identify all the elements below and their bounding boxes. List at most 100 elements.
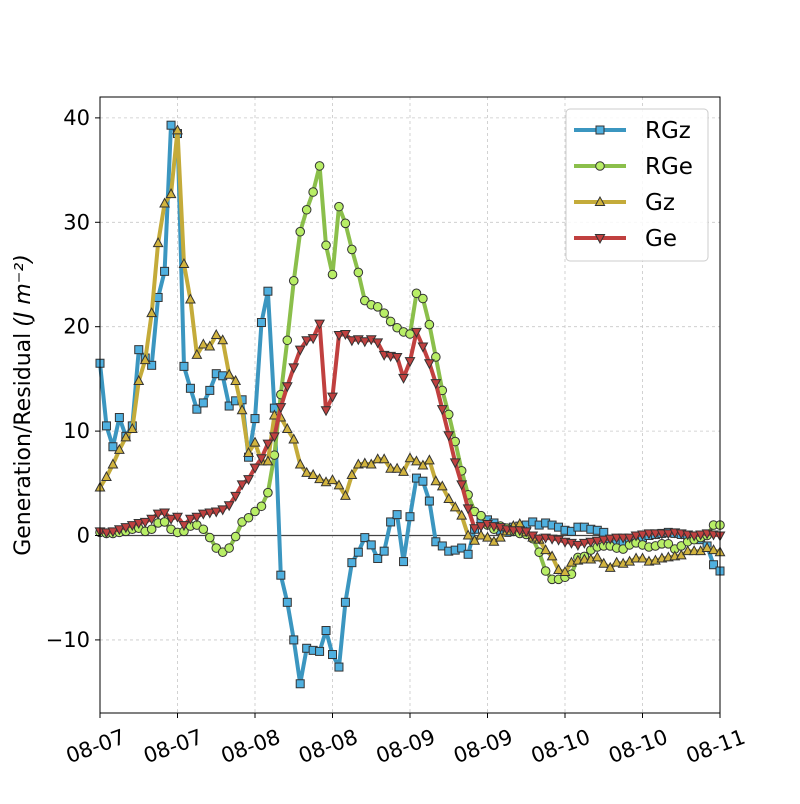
point-Ge-54 bbox=[443, 431, 455, 442]
point-Gz-47 bbox=[398, 465, 409, 476]
point-RGz-37 bbox=[334, 662, 344, 672]
point-RGz-20 bbox=[224, 401, 234, 411]
point-Ge-51 bbox=[423, 359, 435, 370]
point-Ge-84 bbox=[637, 530, 648, 541]
point-Gz-39 bbox=[346, 468, 358, 479]
point-RGe-23 bbox=[243, 512, 254, 523]
point-Ge-53 bbox=[436, 405, 448, 416]
point-Ge-30 bbox=[288, 363, 300, 374]
point-Ge-9 bbox=[152, 509, 164, 520]
point-Gz-70 bbox=[546, 550, 558, 561]
point-Ge-46 bbox=[391, 352, 403, 364]
point-Ge-80 bbox=[611, 533, 623, 544]
point-Ge-4 bbox=[120, 523, 132, 534]
point-RGz-39 bbox=[347, 558, 357, 568]
point-Ge-16 bbox=[197, 509, 209, 520]
y-tick-label-3: 20 bbox=[63, 315, 90, 339]
point-Gz-20 bbox=[223, 368, 235, 379]
point-RGe-40 bbox=[353, 267, 364, 278]
point-Ge-21 bbox=[230, 491, 242, 502]
point-RGe-25 bbox=[256, 501, 267, 512]
point-Gz-58 bbox=[469, 534, 481, 545]
point-Gz-19 bbox=[217, 334, 229, 345]
point-Gz-24 bbox=[249, 436, 261, 447]
point-Gz-84 bbox=[637, 552, 648, 563]
point-RGe-50 bbox=[418, 293, 428, 304]
y-tick-label-2: 10 bbox=[63, 419, 90, 443]
point-Ge-28 bbox=[275, 403, 287, 414]
point-RGz-57 bbox=[463, 549, 473, 559]
y-axis-label-text: Generation/Residual bbox=[11, 333, 36, 556]
point-Gz-29 bbox=[281, 422, 293, 434]
legend-box bbox=[565, 108, 709, 262]
point-Gz-51 bbox=[423, 454, 435, 465]
point-Gz-54 bbox=[443, 492, 455, 503]
point-Gz-56 bbox=[456, 509, 468, 520]
point-Ge-35 bbox=[320, 406, 332, 417]
point-Ge-27 bbox=[268, 432, 280, 443]
point-Gz-36 bbox=[327, 474, 338, 485]
point-Ge-13 bbox=[178, 521, 190, 532]
point-RGz-28 bbox=[276, 570, 286, 580]
point-Gz-37 bbox=[333, 479, 345, 490]
point-Gz-7 bbox=[139, 354, 151, 365]
point-Ge-26 bbox=[262, 439, 274, 450]
point-Ge-56 bbox=[456, 480, 468, 491]
point-RGz-6 bbox=[134, 345, 144, 355]
point-Ge-88 bbox=[662, 529, 674, 540]
point-RGz-13 bbox=[179, 361, 189, 371]
point-Ge-78 bbox=[598, 535, 610, 546]
point-RGe-43 bbox=[372, 302, 383, 312]
point-RGe-32 bbox=[301, 204, 312, 215]
point-Gz-78 bbox=[598, 557, 610, 568]
x-tick-label-1: 08-07 bbox=[140, 725, 206, 768]
point-Ge-3 bbox=[113, 525, 125, 536]
point-Gz-53 bbox=[436, 480, 448, 491]
point-RGz-53 bbox=[437, 541, 447, 551]
point-Gz-48 bbox=[404, 452, 416, 463]
point-Gz-18 bbox=[210, 328, 222, 340]
point-Ge-31 bbox=[294, 345, 306, 356]
point-Ge-1 bbox=[101, 528, 112, 539]
point-Gz-50 bbox=[417, 459, 429, 470]
point-Gz-72 bbox=[559, 566, 571, 577]
point-RGz-16 bbox=[198, 398, 208, 408]
point-Gz-23 bbox=[243, 446, 254, 458]
point-RGe-24 bbox=[250, 506, 260, 517]
point-Gz-15 bbox=[191, 348, 203, 359]
point-Ge-38 bbox=[339, 330, 351, 341]
point-Ge-5 bbox=[126, 521, 138, 532]
point-Gz-62 bbox=[494, 531, 506, 542]
point-RGz-45 bbox=[386, 517, 396, 527]
point-RGz-56 bbox=[457, 543, 467, 553]
point-RGz-36 bbox=[328, 650, 337, 660]
point-Ge-59 bbox=[475, 522, 487, 533]
x-tick-label-7: 08-10 bbox=[605, 725, 671, 768]
point-RGe-34 bbox=[314, 161, 325, 171]
point-RGe-37 bbox=[334, 201, 344, 212]
point-RGz-15 bbox=[192, 404, 202, 414]
point-Gz-32 bbox=[301, 466, 313, 477]
legend-marker-RGz bbox=[595, 125, 605, 135]
point-Gz-43 bbox=[372, 453, 384, 464]
point-RGe-21 bbox=[230, 531, 241, 542]
point-RGe-49 bbox=[411, 288, 422, 299]
point-RGe-69 bbox=[540, 566, 551, 576]
point-Gz-5 bbox=[126, 422, 138, 434]
point-Gz-11 bbox=[165, 188, 177, 199]
point-Gz-77 bbox=[591, 551, 603, 562]
point-Gz-9 bbox=[152, 237, 164, 248]
point-RGz-17 bbox=[205, 385, 215, 395]
point-Ge-34 bbox=[314, 319, 326, 330]
point-RGe-88 bbox=[663, 539, 674, 549]
point-RGz-25 bbox=[256, 318, 266, 328]
point-RGe-8 bbox=[146, 524, 157, 535]
point-Gz-95 bbox=[708, 544, 719, 555]
point-RGe-17 bbox=[204, 532, 215, 543]
point-Gz-45 bbox=[385, 462, 397, 473]
x-tick-label-6: 08-10 bbox=[528, 725, 594, 768]
legend-item-RGe: RGe bbox=[574, 154, 693, 180]
point-Ge-68 bbox=[533, 534, 545, 545]
point-RGe-29 bbox=[282, 335, 293, 346]
